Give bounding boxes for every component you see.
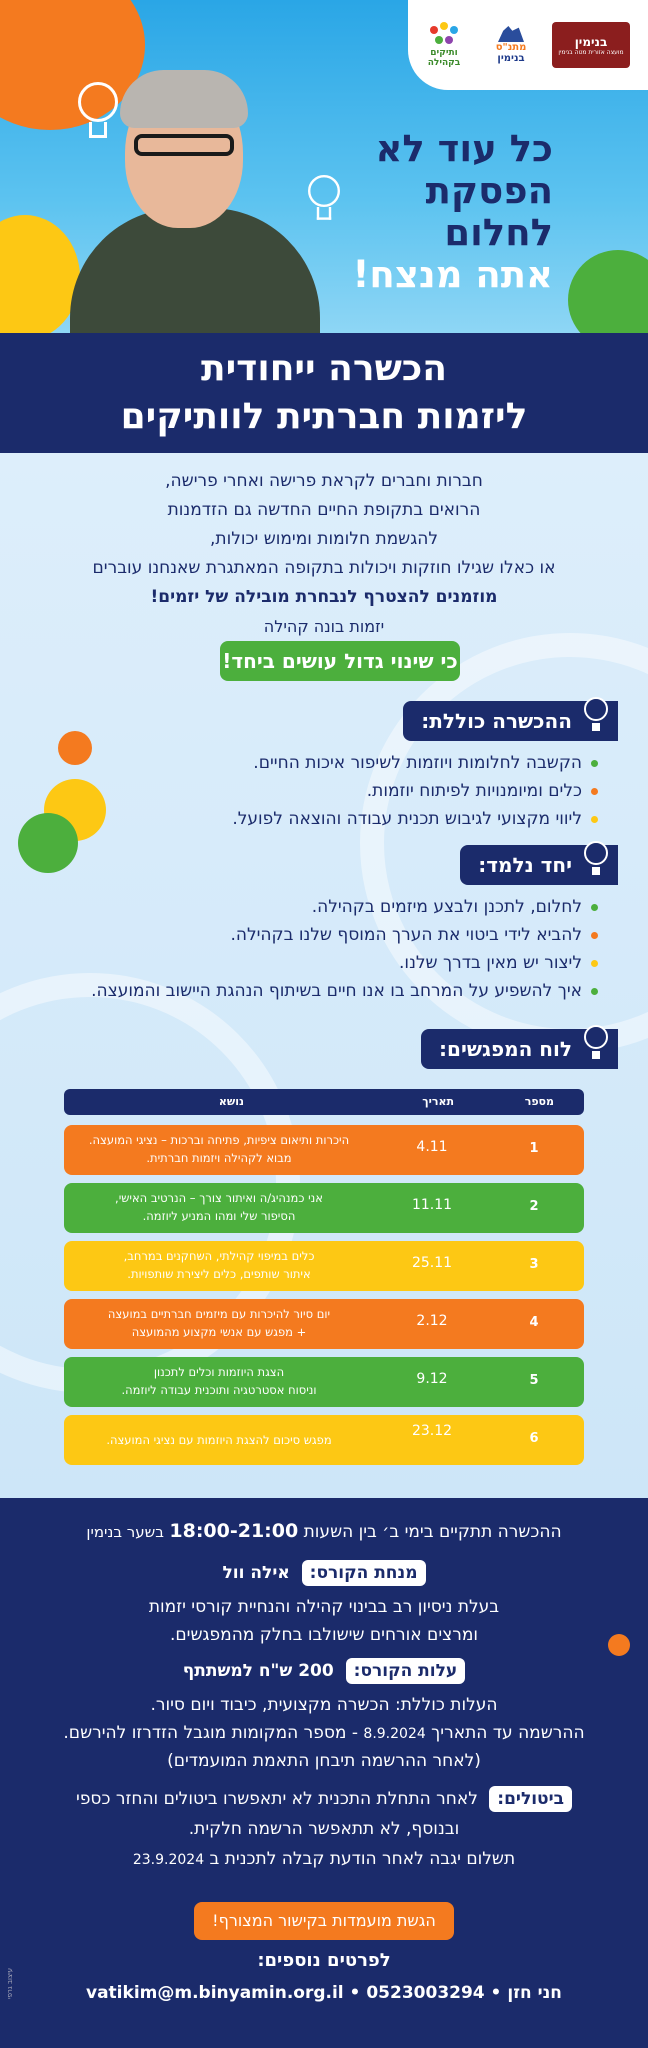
schedule-row: 2 11.11 אני כמנהיג/ה ואיתור צורך – הנרטי… <box>64 1183 584 1233</box>
row-date: 25.11 <box>411 1255 453 1271</box>
content-section: חברות וחברים לקראת פרישה ואחרי פרישה, הר… <box>0 453 648 1498</box>
lightbulb-icon <box>580 695 612 743</box>
main-title: הכשרה ייחודית ליזמות חברתית לוותיקים <box>0 333 648 453</box>
row-date: 23.12 <box>411 1423 453 1439</box>
details-title: לפרטים נוספים: <box>257 1950 391 1971</box>
contact-line: חני חזן • 0523003294 • vatikim@m.binyami… <box>86 1983 562 2003</box>
binyamin-logo: בנימין מועצה אזורית מטה בנימין <box>552 22 630 68</box>
row-number: 4 <box>529 1315 539 1330</box>
row-number: 6 <box>529 1431 539 1446</box>
list-item: לחלום, לתכנן ולבצע מיזמים בקהילה. <box>91 893 598 921</box>
payment-line: תשלום יגבה לאחר הודעת קבלה לתכנית ב 23.9… <box>132 1849 516 1869</box>
row-topic: הצגת היוזמות וכלים לתכנון וניסוח אסטרטגיה… <box>121 1365 317 1397</box>
lightbulb-icon <box>580 1023 612 1071</box>
schedule-row: 5 9.12 הצגת היוזמות וכלים לתכנון וניסוח א… <box>64 1357 584 1407</box>
email-link[interactable]: vatikim@m.binyamin.org.il <box>86 1983 344 2003</box>
registration-line: ההרשמה עד התאריך 8.9.2024 - מספר המקומות… <box>63 1723 585 1743</box>
row-topic: כלים במיפוי קהילתי, השחקנים במרחב, איתור … <box>123 1249 315 1281</box>
schedule-row: 6 23.12 מפגש סיכום להצגת היוזמות עם נציג… <box>64 1415 584 1465</box>
cost-label: עלות הקורס: <box>345 1658 466 1684</box>
facilitator-bio: ומרצים אורחים שישולבו בחלק מהמפגשים. <box>170 1625 478 1645</box>
hero-portrait <box>70 58 320 333</box>
designer-credit: עיצוב גרפי <box>6 1967 14 1999</box>
learn-list: לחלום, לתכנן ולבצע מיזמים בקהילה. להביא … <box>91 893 598 1005</box>
cost-line: עלות הקורס: 200 ש"ח למשתתף <box>0 1658 648 1684</box>
learn-heading: יחד נלמד: <box>460 841 618 885</box>
footer-section: ההכשרה תתקיים בימי ב׳ בין השעות 18:00-21… <box>0 1498 648 2048</box>
registration-note: (לאחר ההרשמה תיבחן התאמת המועמדים) <box>167 1751 481 1771</box>
row-date: 11.11 <box>411 1197 453 1213</box>
schedule-table-header: מספר תאריך נושא <box>64 1089 584 1115</box>
phone-link[interactable]: 0523003294 <box>366 1983 485 2003</box>
vatikim-logo: מתנ"ס בנימין <box>480 22 542 68</box>
row-number: 1 <box>529 1141 539 1156</box>
hero-section: בנימין מועצה אזורית מטה בנימין מתנ"ס בני… <box>0 0 648 333</box>
green-circle-decoration <box>568 250 648 333</box>
hero-slogan: כל עוד לא הפסקת לחלום אתה מנצח! <box>352 127 553 296</box>
row-topic: יום סיור להיכרות עם מיזמים חברתיים במועצ… <box>107 1307 331 1339</box>
schedule-row: 3 25.11 כלים במיפוי קהילתי, השחקנים במרח… <box>64 1241 584 1291</box>
list-item: כלים ומיומנויות לפיתוח יוזמות. <box>232 777 598 805</box>
orange-dot <box>608 1634 630 1656</box>
community-logo: ותיקים בקהילה <box>416 22 472 68</box>
cancellation-label: ביטולים: <box>489 1786 572 1812</box>
row-number: 2 <box>529 1199 539 1214</box>
row-number: 3 <box>529 1257 539 1272</box>
row-date: 4.11 <box>416 1139 448 1155</box>
list-item: איך להשפיע על המרחב בו אנו חיים בשיתוף ה… <box>91 977 598 1005</box>
schedule-row: 4 2.12 יום סיור להיכרות עם מיזמים חברתיי… <box>64 1299 584 1349</box>
facilitator-bio: בעלת ניסיון רב בבינוי קהילה והנחיית קורס… <box>148 1597 500 1617</box>
lightbulb-icon <box>580 839 612 887</box>
green-dot <box>18 813 78 873</box>
includes-heading: ההכשרה כוללת: <box>403 697 618 741</box>
people-tree-icon <box>428 22 460 48</box>
logo-bar: בנימין מועצה אזורית מטה בנימין מתנ"ס בני… <box>408 0 648 90</box>
list-item: להביא לידי ביטוי את הערך המוסף שלנו בקהי… <box>91 921 598 949</box>
cost-includes: העלות כוללת: הכשרה מקצועית, כיבוד ויום ס… <box>150 1695 498 1715</box>
yellow-circle-decoration <box>0 215 80 333</box>
schedule-line: ההכשרה תתקיים בימי ב׳ בין השעות 18:00-21… <box>86 1520 562 1542</box>
facilitator-label: מנחת הקורס: <box>301 1560 426 1586</box>
includes-list: הקשבה לחלומות ויוזמות לשיפור איכות החיים… <box>232 749 598 833</box>
column-header-number: מספר <box>524 1095 554 1108</box>
row-topic: היכרות ותיאום ציפיות, פתיחה וברכות – נצי… <box>88 1133 350 1165</box>
cancellation-text: ובנוסף, לא תתאפשר הרשמה חלקית. <box>188 1819 460 1839</box>
schedule-heading: לוח המפגשים: <box>421 1025 618 1069</box>
schedule-row: 1 4.11 היכרות ותיאום ציפיות, פתיחה וברכו… <box>64 1125 584 1175</box>
row-topic: אני כמנהיג/ה ואיתור צורך – הנרטיב האישי,… <box>115 1191 323 1223</box>
cancellation-line: ביטולים: לאחר התחלת התכנית לא יתאפשרו בי… <box>0 1786 648 1812</box>
apply-button[interactable]: הגשת מועמדות בקישור המצורף! <box>194 1902 454 1940</box>
facilitator-line: מנחת הקורס: אילה וול <box>0 1560 648 1586</box>
intro-text: חברות וחברים לקראת פרישה ואחרי פרישה, הר… <box>92 471 556 636</box>
orange-dot <box>58 731 92 765</box>
lightbulb-icon <box>74 82 122 152</box>
column-header-date: תאריך <box>422 1095 454 1108</box>
row-topic: מפגש סיכום להצגת היוזמות עם נציגי המועצה… <box>106 1433 332 1447</box>
together-banner: כי שינוי גדול עושים ביחד! <box>220 641 460 681</box>
row-date: 2.12 <box>416 1313 448 1329</box>
column-header-topic: נושא <box>218 1095 244 1108</box>
list-item: הקשבה לחלומות ויוזמות לשיפור איכות החיים… <box>232 749 598 777</box>
lightbulb-icon <box>305 175 343 231</box>
list-item: ליצור יש מאין בדרך שלנו. <box>91 949 598 977</box>
list-item: ליווי מקצועי לגיבוש תכנית עבודה והוצאה ל… <box>232 805 598 833</box>
row-number: 5 <box>529 1373 539 1388</box>
row-date: 9.12 <box>416 1371 448 1387</box>
wolf-icon <box>498 26 524 42</box>
